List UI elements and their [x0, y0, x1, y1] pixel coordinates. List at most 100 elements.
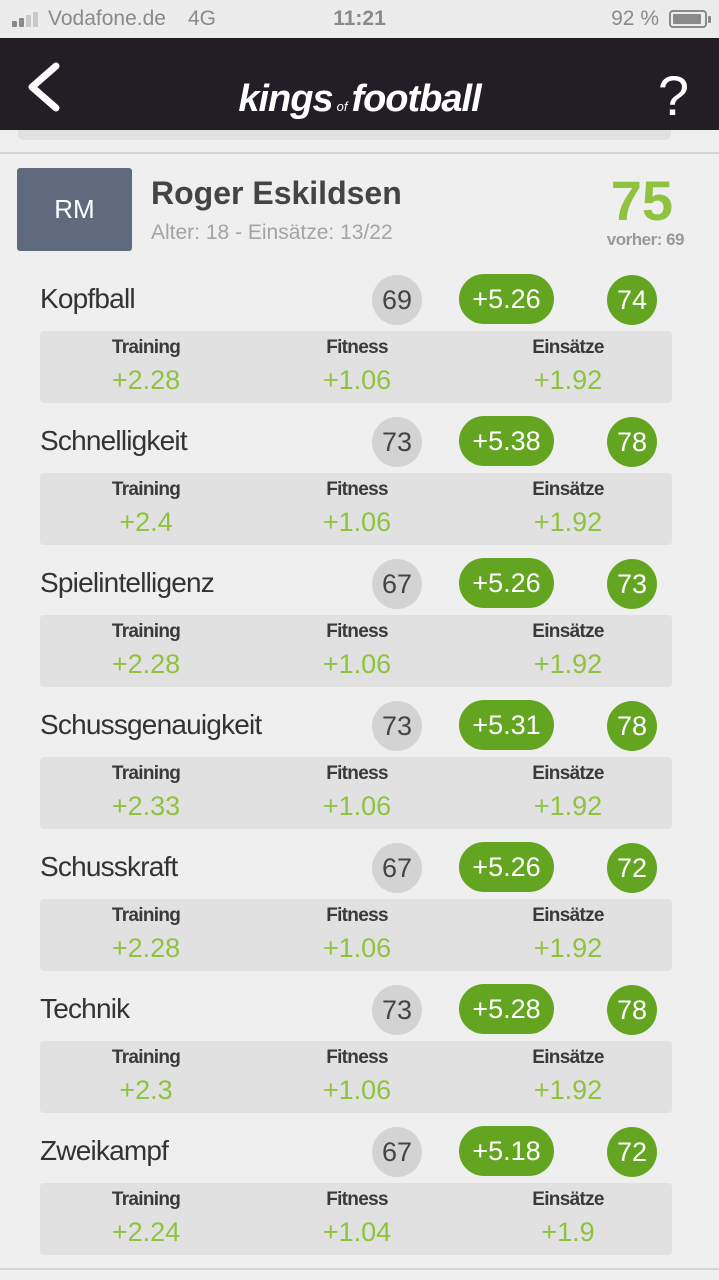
training-column: Training +2.33 — [66, 763, 226, 822]
old-value-badge: 73 — [372, 417, 422, 467]
einsaetze-label: Einsätze — [532, 621, 604, 642]
previous-card-edge — [18, 130, 671, 140]
einsaetze-value: +1.92 — [533, 507, 603, 537]
fitness-value: +1.04 — [322, 1217, 392, 1247]
fitness-column: Fitness +1.06 — [277, 763, 437, 822]
training-label: Training — [111, 337, 181, 358]
delta-badge: +5.31 — [459, 700, 554, 750]
attribute-name: Spielintelligenz — [40, 567, 215, 598]
back-button[interactable] — [22, 62, 72, 112]
fitness-column: Fitness +1.06 — [277, 621, 437, 680]
delta-badge: +5.26 — [459, 274, 554, 324]
training-column: Training +2.3 — [66, 1047, 226, 1106]
app-header: kings of football ? — [0, 38, 719, 130]
overall-rating: 75 — [610, 169, 673, 232]
einsaetze-value: +1.92 — [533, 933, 603, 963]
app-logo: kings of football — [0, 78, 719, 121]
training-value: +2.28 — [111, 365, 181, 395]
status-left: Vodafone.de 4G — [12, 7, 216, 31]
training-label: Training — [111, 905, 181, 926]
delta-badge: +5.26 — [459, 842, 554, 892]
attribute-breakdown: Training +2.4 Fitness +1.06 Einsätze +1.… — [40, 473, 672, 545]
einsaetze-value: +1.92 — [533, 365, 603, 395]
status-bar: Vodafone.de 4G 11:21 92 % — [0, 0, 719, 38]
new-value-badge: 72 — [607, 843, 657, 893]
attribute-row: Spielintelligenz 67 +5.26 73 — [40, 557, 672, 611]
training-value: +2.24 — [111, 1217, 181, 1247]
einsaetze-column: Einsätze +1.92 — [488, 1047, 648, 1106]
attribute-row: Kopfball 69 +5.26 74 — [40, 273, 672, 327]
old-value-badge: 73 — [372, 701, 422, 751]
einsaetze-column: Einsätze +1.92 — [488, 621, 648, 680]
attribute-row: Zweikampf 67 +5.18 72 — [40, 1125, 672, 1179]
training-label: Training — [111, 479, 181, 500]
training-label: Training — [111, 1047, 181, 1068]
delta-badge: +5.38 — [459, 416, 554, 466]
attribute-row: Schussgenauigkeit 73 +5.31 78 — [40, 699, 672, 753]
divider-top — [0, 152, 719, 154]
new-value-badge: 78 — [607, 985, 657, 1035]
training-column: Training +2.28 — [66, 905, 226, 964]
einsaetze-label: Einsätze — [532, 763, 604, 784]
fitness-value: +1.06 — [322, 791, 392, 821]
delta-badge: +5.18 — [459, 1126, 554, 1176]
old-value-badge: 73 — [372, 985, 422, 1035]
training-label: Training — [111, 763, 181, 784]
training-value: +2.3 — [119, 1075, 173, 1105]
fitness-value: +1.06 — [322, 933, 392, 963]
battery-icon — [669, 10, 711, 28]
attribute-name: Kopfball — [40, 283, 136, 314]
fitness-column: Fitness +1.06 — [277, 337, 437, 396]
einsaetze-label: Einsätze — [532, 1189, 604, 1210]
carrier-label: Vodafone.de — [48, 7, 166, 30]
old-value-badge: 69 — [372, 275, 422, 325]
training-column: Training +2.28 — [66, 337, 226, 396]
attribute-name: Schnelligkeit — [40, 425, 188, 456]
einsaetze-column: Einsätze +1.92 — [488, 905, 648, 964]
new-value-badge: 73 — [607, 559, 657, 609]
new-value-badge: 78 — [607, 701, 657, 751]
chevron-left-icon — [28, 62, 60, 112]
attribute-name: Schussgenauigkeit — [40, 709, 262, 740]
fitness-column: Fitness +1.04 — [277, 1189, 437, 1248]
fitness-label: Fitness — [326, 1047, 388, 1068]
attribute-breakdown: Training +2.28 Fitness +1.06 Einsätze +1… — [40, 331, 672, 403]
einsaetze-column: Einsätze +1.92 — [488, 479, 648, 538]
player-info: Alter: 18 - Einsätze: 13/22 — [151, 221, 393, 244]
einsaetze-label: Einsätze — [532, 479, 604, 500]
einsaetze-label: Einsätze — [532, 1047, 604, 1068]
attribute-name: Technik — [40, 993, 130, 1024]
attribute-breakdown: Training +2.3 Fitness +1.06 Einsätze +1.… — [40, 1041, 672, 1113]
attribute-row: Schnelligkeit 73 +5.38 78 — [40, 415, 672, 469]
fitness-column: Fitness +1.06 — [277, 905, 437, 964]
signal-icon — [12, 11, 40, 27]
logo-word-kings: kings — [238, 78, 333, 120]
training-label: Training — [111, 1189, 181, 1210]
fitness-value: +1.06 — [322, 365, 392, 395]
logo-word-football: football — [351, 78, 481, 120]
fitness-value: +1.06 — [322, 1075, 392, 1105]
fitness-label: Fitness — [326, 905, 388, 926]
fitness-label: Fitness — [326, 621, 388, 642]
old-value-badge: 67 — [372, 559, 422, 609]
attribute-row: Schusskraft 67 +5.26 72 — [40, 841, 672, 895]
training-column: Training +2.28 — [66, 621, 226, 680]
old-value-badge: 67 — [372, 1127, 422, 1177]
fitness-value: +1.06 — [322, 649, 392, 679]
einsaetze-column: Einsätze +1.92 — [488, 763, 648, 822]
attribute-breakdown: Training +2.24 Fitness +1.04 Einsätze +1… — [40, 1183, 672, 1255]
einsaetze-value: +1.9 — [541, 1217, 595, 1247]
status-right: 92 % — [611, 7, 711, 31]
einsaetze-value: +1.92 — [533, 649, 603, 679]
training-value: +2.28 — [111, 649, 181, 679]
training-value: +2.33 — [111, 791, 181, 821]
delta-badge: +5.28 — [459, 984, 554, 1034]
fitness-column: Fitness +1.06 — [277, 1047, 437, 1106]
help-button[interactable]: ? — [657, 64, 689, 127]
attribute-breakdown: Training +2.28 Fitness +1.06 Einsätze +1… — [40, 899, 672, 971]
training-column: Training +2.4 — [66, 479, 226, 538]
attribute-name: Schusskraft — [40, 851, 178, 882]
new-value-badge: 72 — [607, 1127, 657, 1177]
previous-rating: vorher: 69 — [606, 230, 685, 249]
fitness-value: +1.06 — [322, 507, 392, 537]
